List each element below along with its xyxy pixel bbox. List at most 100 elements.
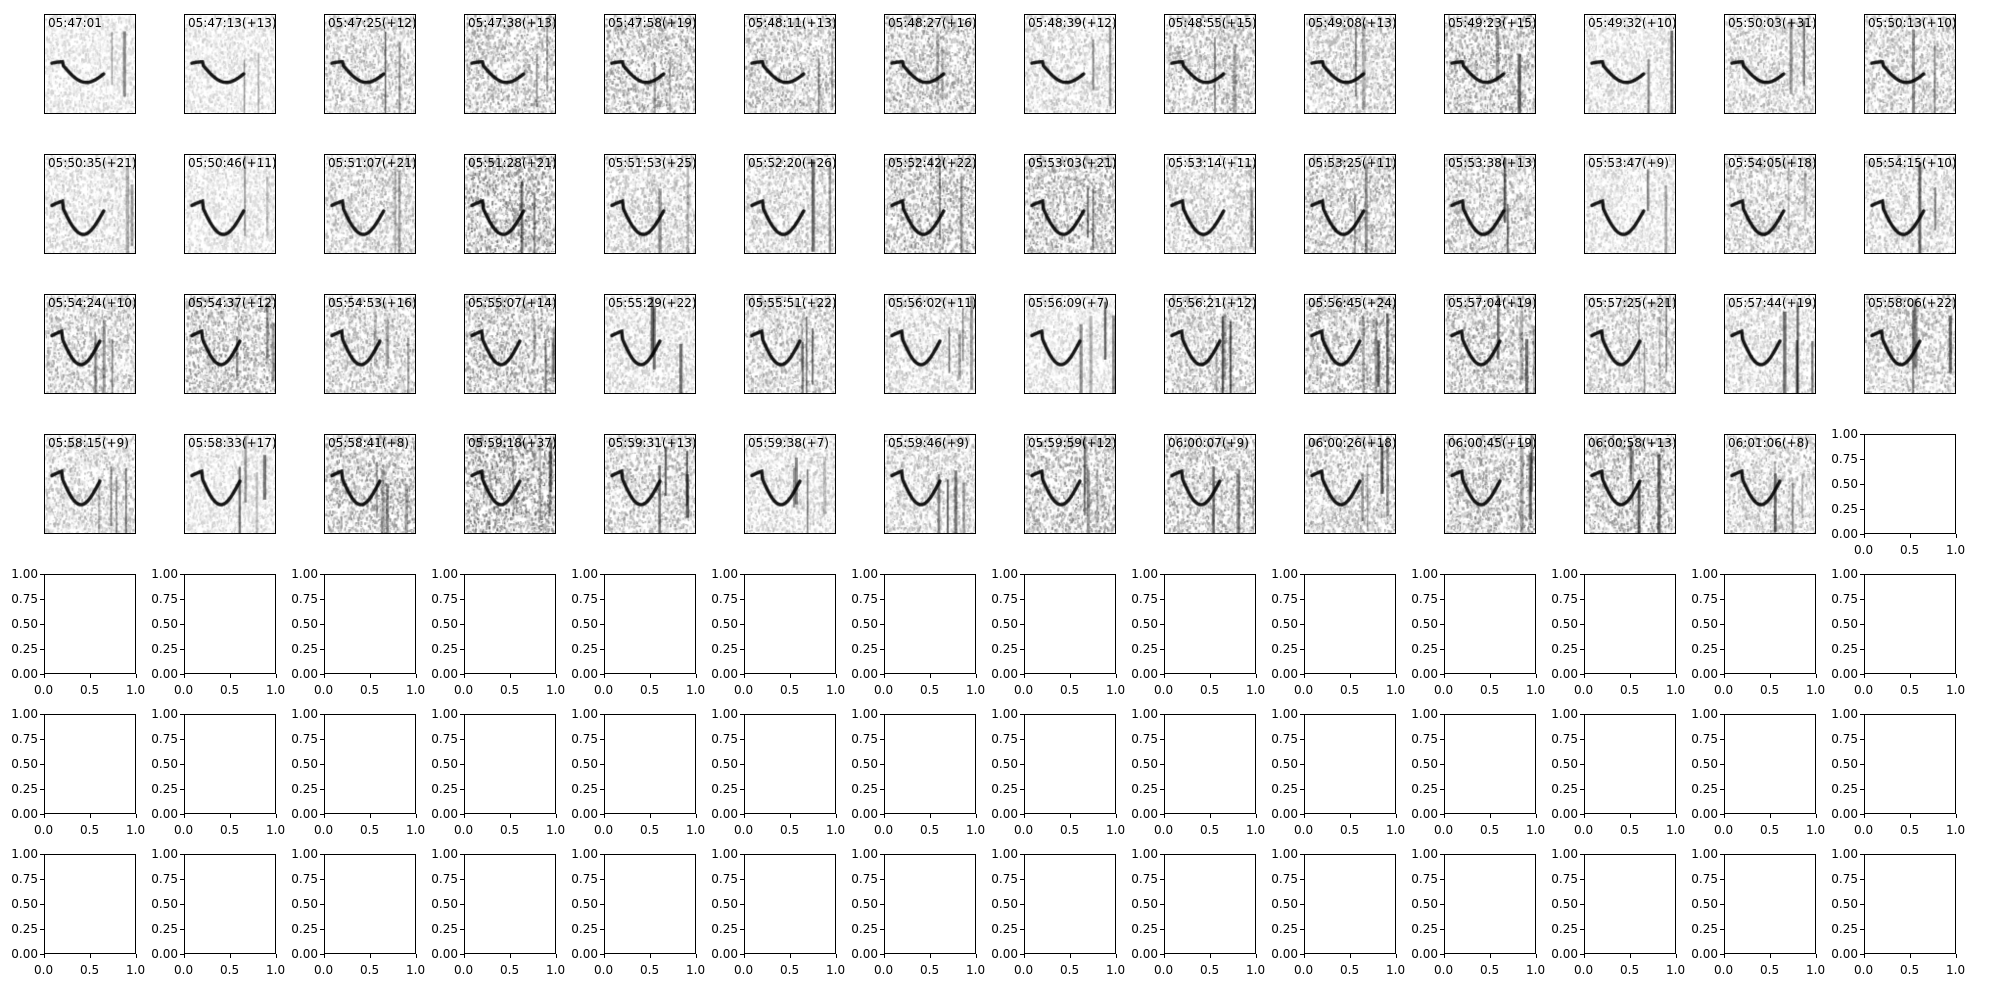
panel-time-label: 05:57:04(+19) [1448, 296, 1537, 310]
y-tick-label: 1.00 [1411, 567, 1438, 581]
y-tick-label: 1.00 [1831, 567, 1858, 581]
y-tick [1440, 878, 1444, 880]
x-tick-label: 0.5 [640, 823, 660, 837]
empty-axes [1724, 714, 1816, 814]
spectrogram-image [465, 295, 555, 393]
x-tick-label: 0.0 [1714, 823, 1734, 837]
x-tick-label: 0.0 [174, 963, 194, 977]
x-tick-label: 0.5 [1760, 823, 1780, 837]
y-tick-label: 0.00 [431, 667, 458, 681]
empty-axes [1864, 574, 1956, 674]
y-tick [1160, 648, 1164, 650]
y-tick [740, 648, 744, 650]
y-tick-label: 0.50 [1831, 617, 1858, 631]
y-tick [180, 673, 184, 675]
panel-time-label: 05:58:06(+22) [1868, 296, 1957, 310]
y-tick-label: 0.25 [1831, 502, 1858, 516]
panel-time-label: 05:56:02(+11) [888, 296, 977, 310]
y-tick [320, 928, 324, 930]
y-tick [180, 813, 184, 815]
panel-time-label: 05:47:13(+13) [188, 16, 277, 30]
x-tick [1629, 954, 1631, 958]
y-tick-label: 0.50 [851, 757, 878, 771]
y-tick [40, 713, 44, 715]
y-tick-label: 0.75 [991, 872, 1018, 886]
y-tick [600, 853, 604, 855]
y-tick-label: 1.00 [991, 847, 1018, 861]
empty-axes [1024, 854, 1116, 954]
spectrogram-panel: 06:00:45(+19) [1444, 434, 1537, 534]
x-tick-label: 0.0 [1014, 823, 1034, 837]
y-tick-label: 1.00 [291, 847, 318, 861]
spectrogram-panel: 05:58:41(+8) [324, 434, 416, 534]
y-tick [1020, 853, 1024, 855]
spectrogram-panel: 05:55:29(+22) [604, 294, 697, 394]
x-tick [1349, 814, 1351, 818]
y-tick-label: 0.00 [711, 807, 738, 821]
y-tick [1580, 788, 1584, 790]
y-tick-label: 0.50 [711, 757, 738, 771]
x-tick [43, 814, 45, 818]
y-tick-label: 1.00 [431, 847, 458, 861]
spectrogram-image [605, 15, 695, 113]
y-tick-label: 0.50 [711, 617, 738, 631]
empty-axes [1164, 574, 1256, 674]
y-tick-label: 0.00 [291, 667, 318, 681]
y-tick [1860, 508, 1864, 510]
spectrogram-panel: 05:54:53(+16) [324, 294, 417, 394]
x-tick [883, 814, 885, 818]
spectrogram-panel: 05:55:07(+14) [464, 294, 557, 394]
x-tick-label: 0.0 [1854, 963, 1874, 977]
x-tick [929, 954, 931, 958]
panel-time-label: 06:00:26(+18) [1308, 436, 1397, 450]
x-tick-label: 0.5 [220, 963, 240, 977]
x-tick [229, 814, 231, 818]
spectrogram-image [1445, 295, 1535, 393]
y-tick-label: 0.00 [1131, 667, 1158, 681]
x-tick [369, 814, 371, 818]
x-tick-label: 0.5 [1900, 683, 1920, 697]
y-tick [1020, 903, 1024, 905]
y-tick [460, 598, 464, 600]
y-tick [880, 573, 884, 575]
y-tick [600, 623, 604, 625]
y-tick [1300, 573, 1304, 575]
x-tick-label: 0.5 [1620, 963, 1640, 977]
x-tick-label: 0.0 [1294, 823, 1314, 837]
spectrogram-image [1025, 295, 1115, 393]
x-tick [835, 954, 837, 958]
x-tick-label: 1.0 [1526, 823, 1546, 837]
y-tick [1020, 928, 1024, 930]
y-tick-label: 0.75 [1131, 592, 1158, 606]
panel-time-label: 05:50:46(+11) [188, 156, 277, 170]
y-tick-label: 1.00 [1131, 567, 1158, 581]
y-tick [180, 878, 184, 880]
x-tick-label: 0.5 [500, 683, 520, 697]
x-tick [1909, 954, 1911, 958]
x-tick [1489, 814, 1491, 818]
y-tick-label: 0.75 [151, 592, 178, 606]
spectrogram-image [1165, 155, 1255, 253]
x-tick [509, 814, 511, 818]
y-tick-label: 0.25 [291, 782, 318, 796]
x-tick-label: 0.0 [1434, 823, 1454, 837]
x-tick-label: 1.0 [266, 963, 286, 977]
y-tick [320, 788, 324, 790]
x-tick-label: 0.5 [1340, 823, 1360, 837]
y-tick [1160, 598, 1164, 600]
spectrogram-image [605, 435, 695, 533]
y-tick-label: 0.50 [1691, 897, 1718, 911]
x-tick [1443, 674, 1445, 678]
x-tick [509, 954, 511, 958]
y-tick-label: 1.00 [151, 847, 178, 861]
spectrogram-image [1445, 435, 1535, 533]
x-tick-label: 1.0 [966, 683, 986, 697]
x-tick-label: 0.5 [1200, 683, 1220, 697]
y-tick-label: 0.50 [1411, 617, 1438, 631]
y-tick [320, 903, 324, 905]
x-tick-label: 0.5 [360, 963, 380, 977]
panel-time-label: 06:01:06(+8) [1728, 436, 1809, 450]
y-tick [1160, 813, 1164, 815]
y-tick-label: 0.25 [1411, 922, 1438, 936]
